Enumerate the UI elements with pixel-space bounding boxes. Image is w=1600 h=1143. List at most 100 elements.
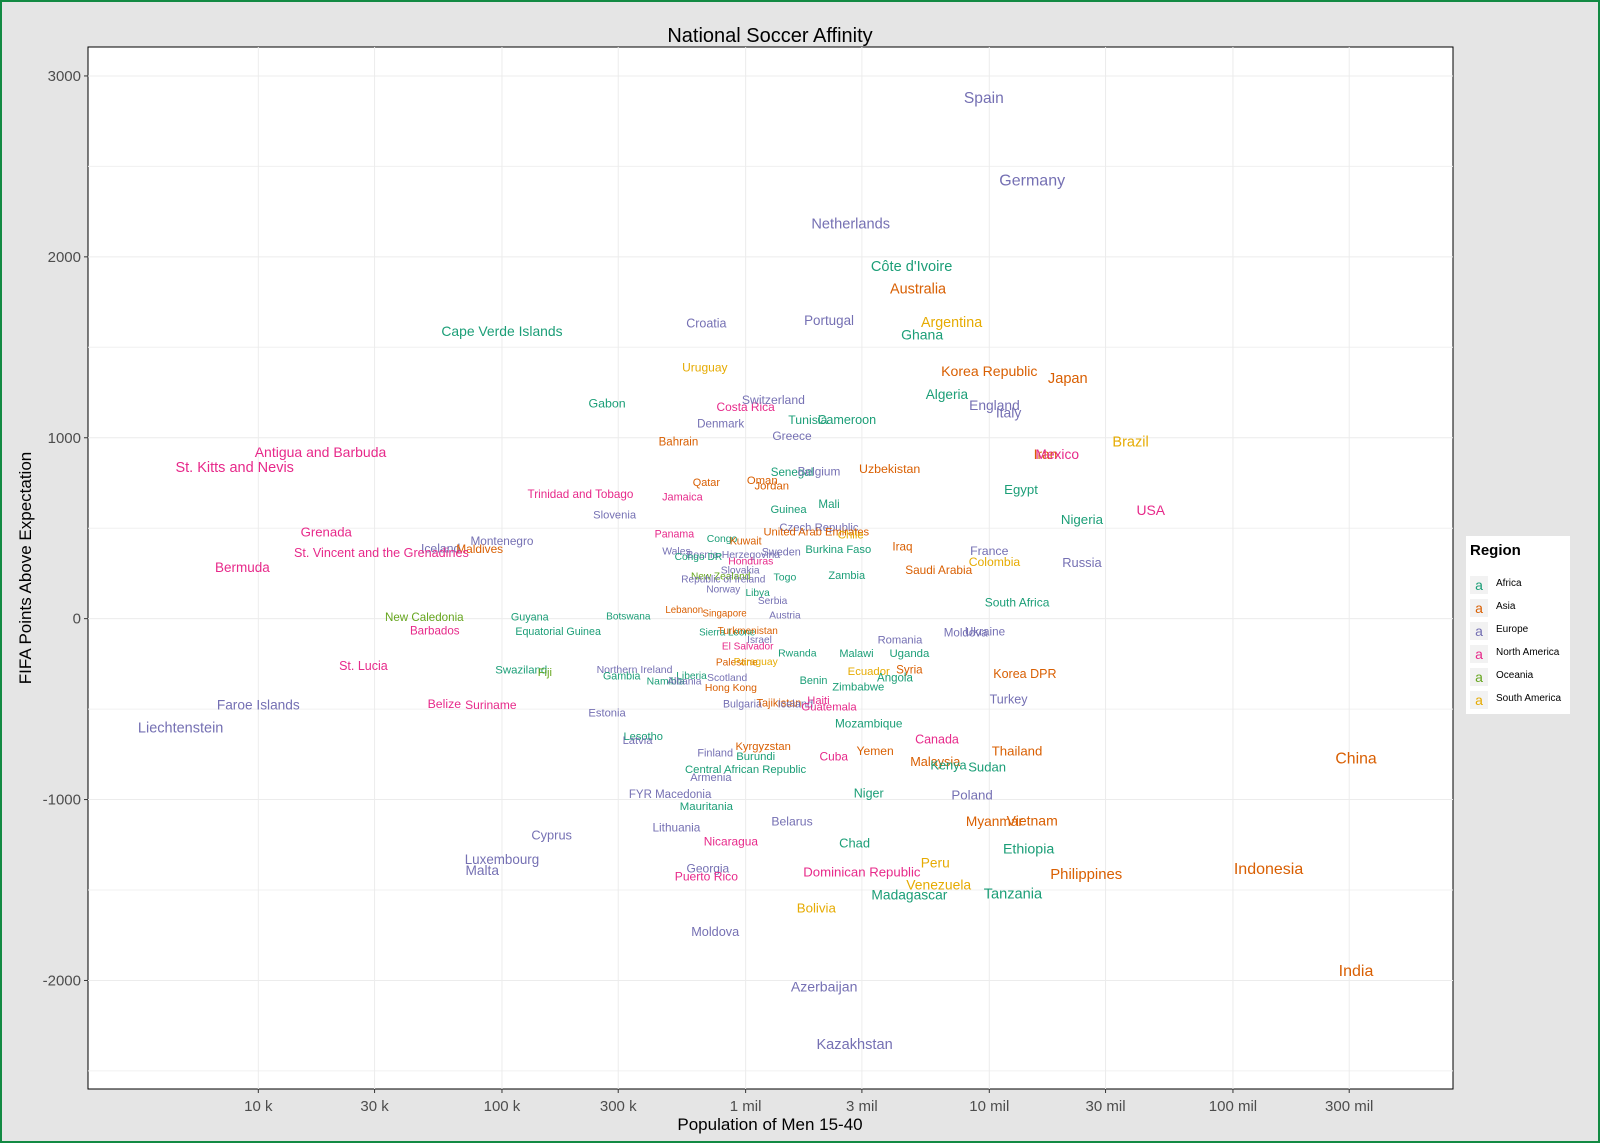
point-label: Scotland xyxy=(707,673,747,684)
y-tick-label: -2000 xyxy=(43,972,81,989)
point-label: Oman xyxy=(747,475,778,487)
point-label: Japan xyxy=(1048,371,1088,387)
point-label: Indonesia xyxy=(1234,861,1303,878)
point-label: Ecuador xyxy=(848,666,890,678)
y-axis-title: FIFA Points Above Expectation xyxy=(16,452,35,684)
point-label: Portugal xyxy=(804,313,854,328)
point-label: Poland xyxy=(951,788,992,803)
point-label: Faroe Islands xyxy=(217,697,300,712)
point-label: Myanmar xyxy=(966,814,1023,829)
point-label: Slovakia xyxy=(721,565,760,576)
point-label: Bulgaria xyxy=(723,698,762,710)
point-label: New Zealand xyxy=(691,572,750,583)
point-label: Swaziland xyxy=(495,664,547,676)
point-label: Russia xyxy=(1062,555,1102,570)
y-tick-label: 3000 xyxy=(48,68,81,85)
point-label: Venezuela xyxy=(906,876,971,892)
point-label: St. Vincent and the Grenadines xyxy=(294,546,469,560)
point-label: Tunisia xyxy=(788,413,827,427)
point-label: Albania xyxy=(667,677,702,688)
point-label: Togo xyxy=(774,572,797,584)
legend-label: Asia xyxy=(1496,601,1516,612)
point-label: Spain xyxy=(964,90,1004,107)
point-label: Saudi Arabia xyxy=(905,563,972,577)
point-label: Barbados xyxy=(410,624,460,637)
point-label: Suriname xyxy=(465,698,517,712)
legend-item-europe: a Europe xyxy=(1470,620,1570,642)
point-label: Bolivia xyxy=(797,901,837,916)
legend-label: North America xyxy=(1496,647,1560,658)
point-label: Argentina xyxy=(921,315,982,331)
point-label: Belarus xyxy=(771,815,812,829)
point-label: Italy xyxy=(996,404,1022,420)
y-tick-label: 0 xyxy=(73,611,81,628)
x-tick-label: 100 mil xyxy=(1209,1098,1257,1115)
point-label: Lebanon xyxy=(665,605,703,616)
point-label: Norway xyxy=(706,584,740,595)
point-label: Mozambique xyxy=(835,717,903,731)
y-tick-label: 2000 xyxy=(48,249,81,266)
legend-key-europe: a xyxy=(1470,622,1488,640)
point-label: Panama xyxy=(655,528,695,540)
point-label: St. Lucia xyxy=(339,659,388,673)
point-label: Ukraine xyxy=(965,625,1005,638)
point-label: USA xyxy=(1136,502,1165,518)
point-label: Burkina Faso xyxy=(805,544,871,556)
point-label: Czech Republic xyxy=(779,522,858,534)
legend-title: Region xyxy=(1470,542,1521,559)
point-label: Rwanda xyxy=(778,648,817,660)
x-tick-label: 1 mil xyxy=(730,1098,762,1115)
point-label: Bermuda xyxy=(215,560,270,575)
legend: Region a Africa a Asia a Europe a North … xyxy=(1466,536,1570,714)
point-label: Trinidad and Tobago xyxy=(528,488,634,501)
point-label: Antigua and Barbuda xyxy=(255,444,387,460)
plot-panel xyxy=(87,46,1454,1090)
point-label: Maldives xyxy=(456,542,503,556)
point-label: Tanzania xyxy=(984,887,1043,903)
point-label: Montenegro xyxy=(470,534,533,548)
point-label: Kenya xyxy=(930,758,967,773)
point-label: Guatemala xyxy=(801,701,857,713)
legend-item-oceania: a Oceania xyxy=(1470,666,1570,688)
x-axis-title: Population of Men 15-40 xyxy=(677,1115,862,1134)
point-label: Moldova xyxy=(691,925,740,939)
point-label: Egypt xyxy=(1004,482,1038,497)
point-label: Algeria xyxy=(926,387,969,402)
point-label: Hong Kong xyxy=(705,683,757,694)
point-label: China xyxy=(1335,750,1376,767)
x-tick-label: 30 k xyxy=(360,1098,389,1115)
point-label: Austria xyxy=(769,611,801,622)
point-label: Malawi xyxy=(839,648,873,660)
y-tick-label: -1000 xyxy=(43,792,81,809)
point-label: Northern Ireland xyxy=(597,664,673,676)
point-label: Congo DR xyxy=(675,552,723,563)
x-tick-label: 300 k xyxy=(600,1098,637,1115)
point-label: Costa Rica xyxy=(717,400,776,414)
point-label: Switzerland xyxy=(742,393,805,407)
point-label: Belgium xyxy=(798,464,841,478)
point-label: Romania xyxy=(878,634,924,646)
point-label: Grenada xyxy=(301,524,353,539)
point-label: Dominican Republic xyxy=(803,865,921,880)
point-label: Singapore xyxy=(703,609,747,620)
point-label: Wales xyxy=(662,546,690,557)
point-label: Colombia xyxy=(969,555,1021,569)
point-label: Iran xyxy=(1034,447,1058,462)
legend-key-oceania: a xyxy=(1470,668,1488,686)
point-label: Brazil xyxy=(1112,434,1148,450)
point-label: Gambia xyxy=(603,670,640,682)
point-label: Haiti xyxy=(807,695,829,707)
point-label: Puerto Rico xyxy=(675,870,738,884)
legend-label: Africa xyxy=(1496,578,1522,589)
legend-item-north-america: a North America xyxy=(1470,643,1570,665)
point-label: Turkey xyxy=(990,693,1029,707)
point-label: Paraguay xyxy=(734,657,779,668)
point-label: Ethiopia xyxy=(1003,841,1054,857)
point-label: Zimbabwe xyxy=(832,681,884,693)
point-label: Germany xyxy=(999,173,1065,190)
point-label: Republic of Ireland xyxy=(681,574,765,585)
point-label: Niger xyxy=(854,787,884,801)
point-label: Jamaica xyxy=(662,491,703,503)
point-label: Canada xyxy=(915,732,959,746)
